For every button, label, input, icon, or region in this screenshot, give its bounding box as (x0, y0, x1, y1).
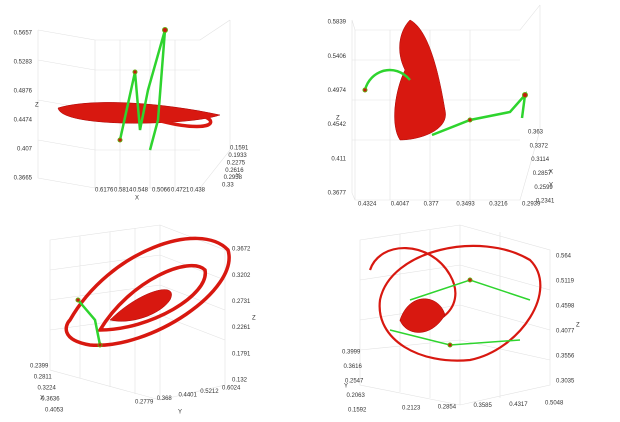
z-axis-label: Z (35, 103, 39, 109)
y-tick-label: 0.33 (222, 183, 234, 189)
z-tick-label: 0.4474 (14, 118, 33, 124)
x-tick-label: 0.3224 (38, 386, 57, 392)
z-tick-label: 0.3556 (556, 354, 575, 360)
x-tick-label: 0.2123 (402, 406, 421, 412)
y-tick-label: 0.1591 (230, 146, 249, 152)
z-tick-label: 0.4974 (328, 88, 347, 94)
y-tick-label: 0.2063 (347, 393, 366, 399)
z-tick-label: 0.3672 (232, 247, 251, 253)
y-tick-label: 0.363 (528, 130, 544, 136)
x-tick-label: 0.4317 (509, 402, 528, 408)
y-tick-label: 0.4401 (179, 393, 198, 399)
x-tick-label: 0.5066 (152, 188, 171, 194)
x-tick-label: 0.548 (133, 188, 149, 194)
y-tick-label: 0.2275 (227, 160, 246, 166)
z-tick-label: 0.407 (17, 147, 33, 153)
z-tick-label: 0.5657 (14, 31, 33, 37)
y-tick-label: 0.2341 (536, 199, 555, 205)
y-tick-label: 0.3999 (342, 350, 361, 356)
y-tick-label: 0.5212 (200, 389, 219, 395)
z-axis-label: Z (576, 323, 580, 329)
x-tick-label: 0.3636 (41, 397, 60, 403)
x-tick-label: 0.2854 (438, 404, 457, 410)
z-tick-label: 0.4598 (556, 304, 575, 310)
z-tick-label: 0.2731 (232, 299, 251, 305)
y-axis-label: Y (178, 410, 182, 416)
y-tick-label: 0.3114 (531, 157, 550, 163)
z-tick-label: 0.3677 (328, 191, 347, 197)
x-tick-label: 0.6176 (95, 188, 114, 194)
x-tick-label: 0.3216 (489, 202, 508, 208)
x-tick-label: 0.4053 (45, 408, 64, 414)
y-tick-label: 0.2779 (135, 400, 154, 406)
x-tick-label: 0.3585 (474, 403, 493, 409)
x-tick-label: 0.5814 (114, 188, 133, 194)
x-tick-label: 0.4047 (391, 202, 410, 208)
x-tick-label: 0.5048 (545, 401, 564, 407)
z-tick-label: 0.564 (556, 254, 572, 260)
z-tick-label: 0.3665 (14, 176, 33, 182)
y-tick-label: 0.368 (157, 396, 173, 402)
z-tick-label: 0.132 (232, 378, 248, 384)
y-tick-label: 0.2857 (533, 171, 552, 177)
x-tick-label: 0.377 (424, 202, 440, 208)
z-tick-label: 0.1791 (232, 351, 251, 357)
z-tick-label: 0.411 (331, 156, 346, 162)
y-axis-label: Y (236, 174, 240, 180)
z-tick-label: 0.2261 (232, 325, 251, 331)
y-axis-label: Y (344, 384, 348, 390)
figure: 0.5657 0.5283 0.4876 0.4474 0.407 0.3665 Z 0.61… (0, 0, 620, 417)
x-tick-label: 0.4324 (358, 202, 377, 208)
x-tick-label: 0.3493 (456, 202, 475, 208)
x-tick-label: 0.2811 (34, 375, 53, 381)
z-axis-label: Z (252, 316, 256, 322)
x-tick-label: 0.4721 (171, 188, 190, 194)
z-tick-label: 0.5119 (556, 279, 575, 285)
y-tick-label: 0.3616 (344, 364, 363, 370)
z-tick-label: 0.5406 (328, 54, 347, 60)
x-tick-label: 0.2399 (30, 364, 49, 370)
y-tick-label: 0.1592 (348, 408, 367, 414)
z-tick-label: 0.4077 (556, 329, 575, 335)
z-tick-label: 0.5283 (14, 60, 33, 66)
y-axis-label: Y (549, 183, 553, 189)
z-tick-label: 0.4876 (14, 89, 33, 95)
y-tick-label: 0.2616 (225, 168, 244, 174)
x-axis-label: X (40, 396, 44, 402)
z-tick-label: 0.5839 (328, 20, 347, 26)
z-tick-label: 0.4542 (328, 122, 347, 128)
y-tick-label: 0.6024 (222, 386, 241, 392)
y-tick-label: 0.3372 (530, 143, 549, 149)
x-tick-label: 0.438 (190, 188, 206, 194)
y-tick-label: 0.1933 (228, 153, 247, 159)
z-tick-label: 0.3035 (556, 379, 575, 385)
z-tick-label: 0.3202 (232, 273, 251, 279)
x-axis-label: X (135, 196, 139, 202)
z-axis-label: Z (336, 116, 340, 122)
